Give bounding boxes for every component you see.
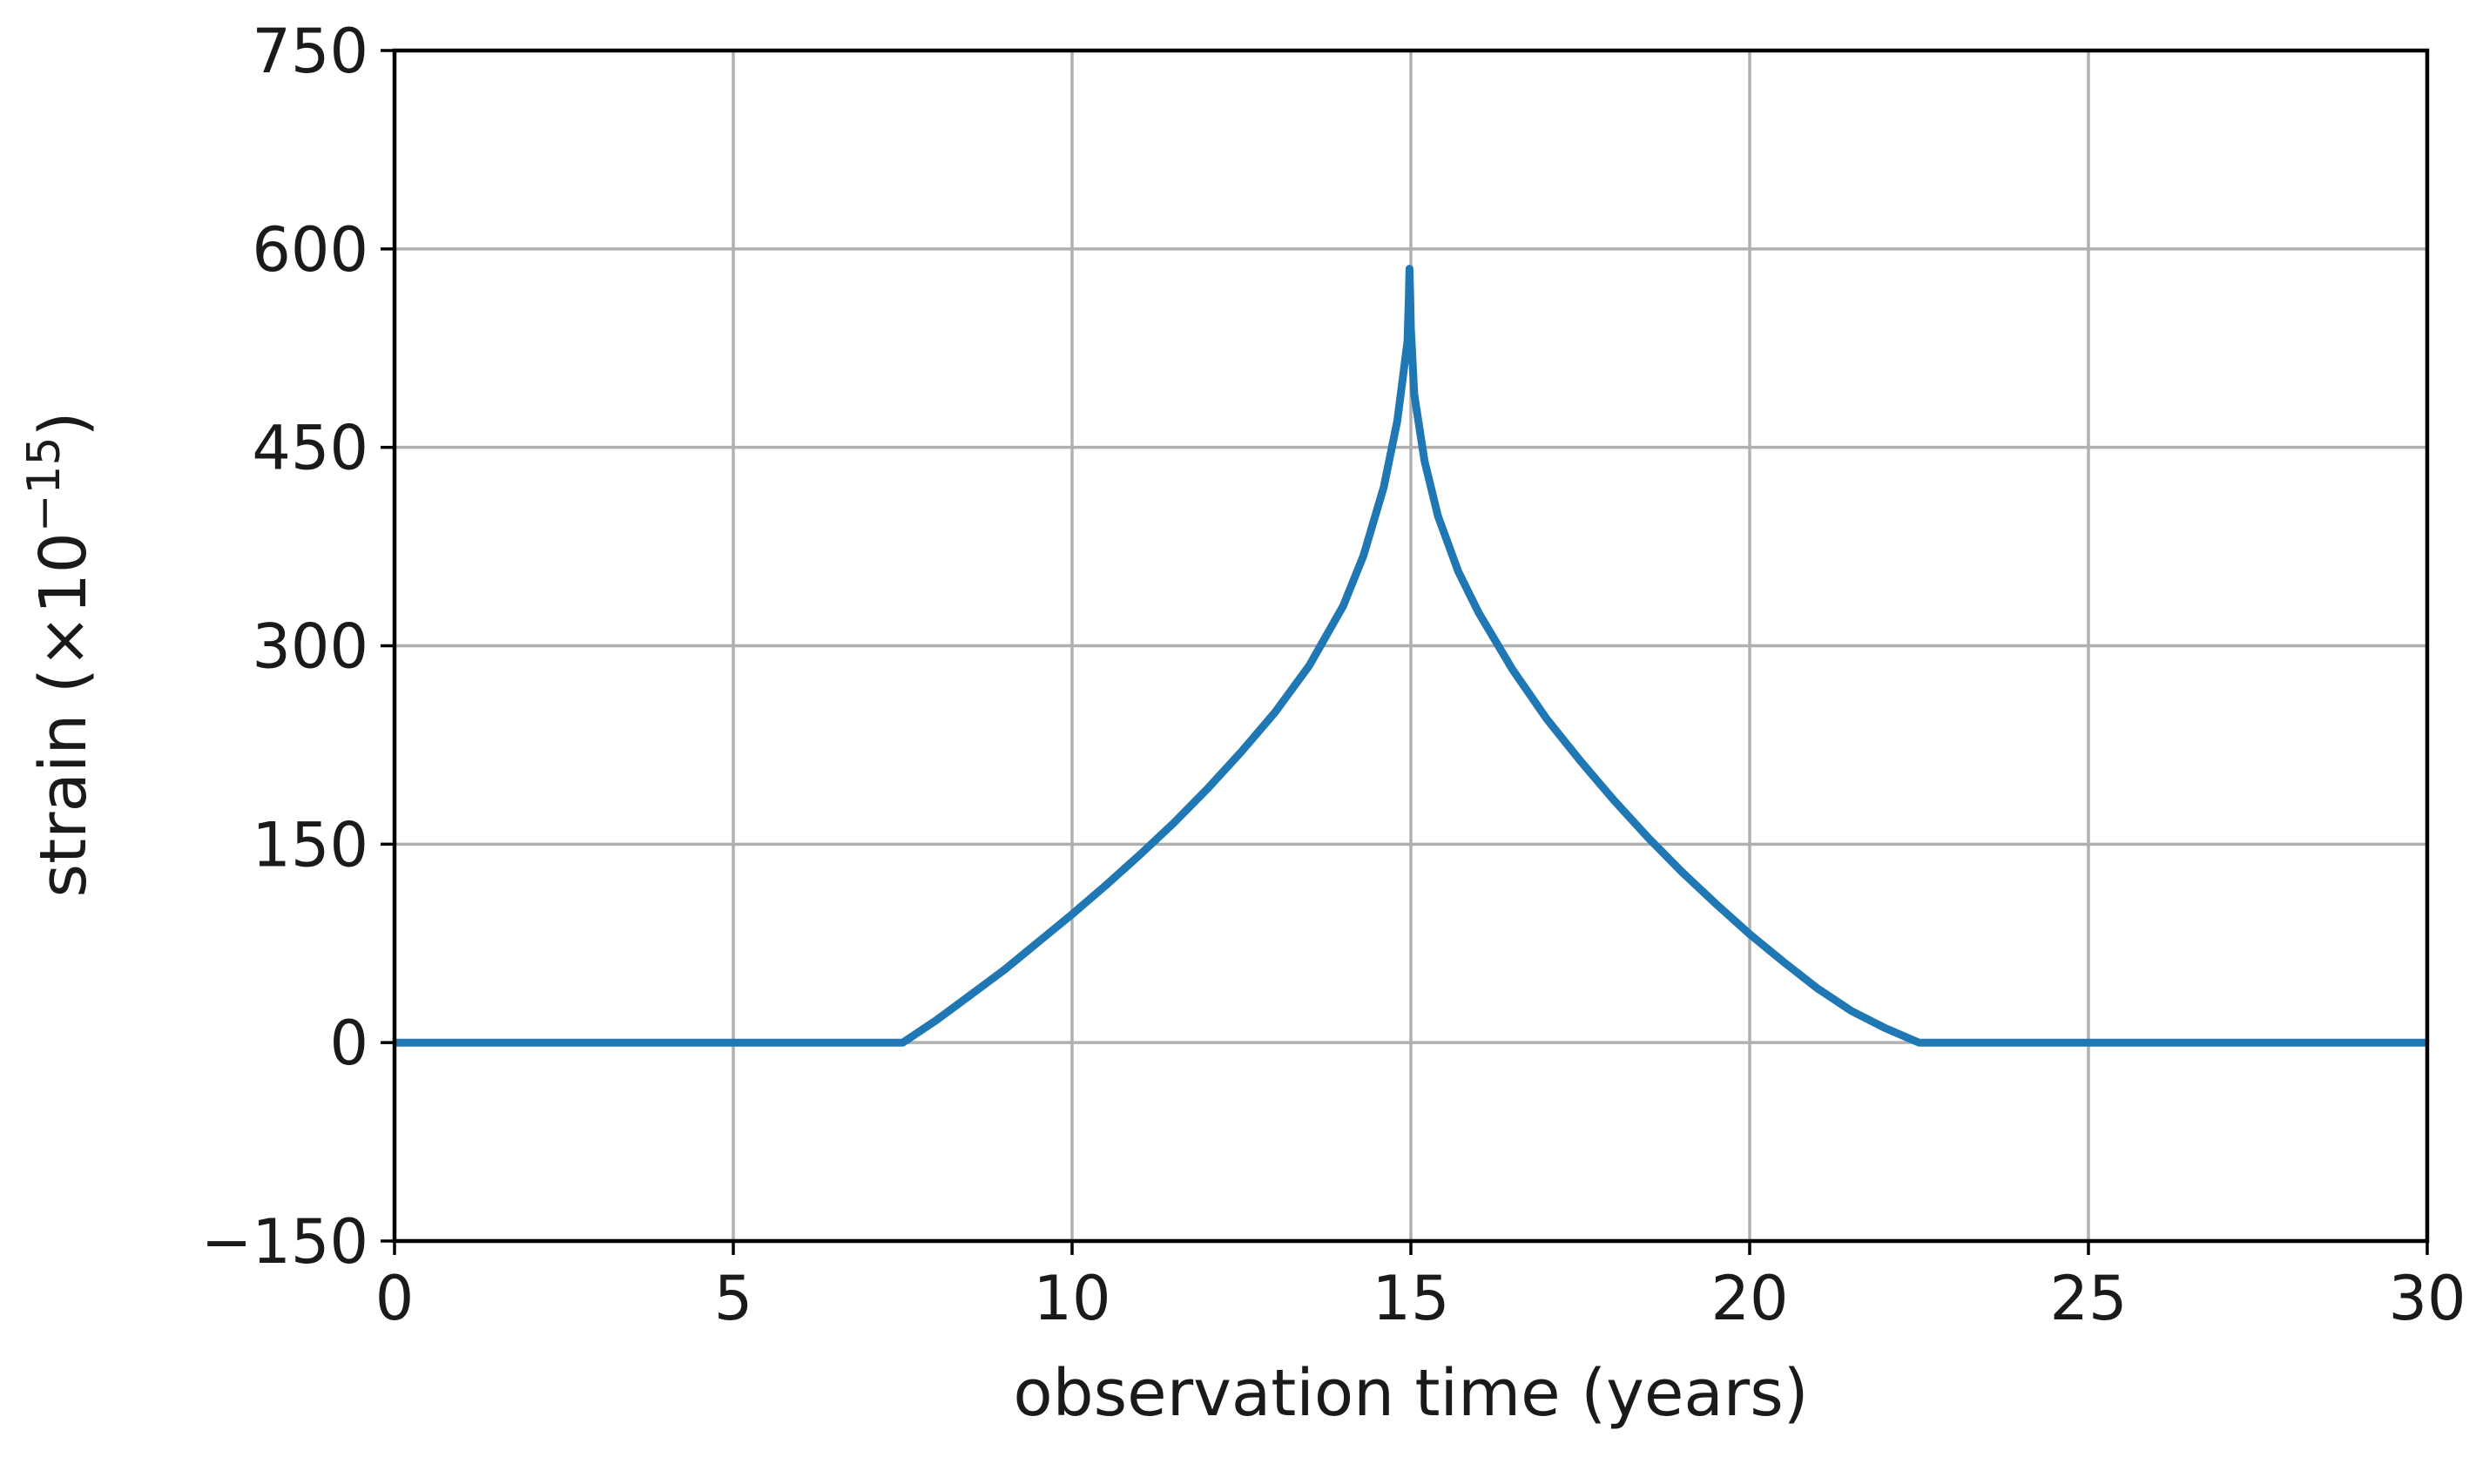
strain-series-line	[395, 265, 2427, 1047]
grid-lines	[393, 49, 2429, 1243]
x-tick-label: 25	[2049, 1263, 2127, 1334]
x-tick-label: 0	[375, 1263, 415, 1334]
y-axis-ticks: −150 0 150 300 450 600 750	[201, 16, 395, 1278]
y-tick-label: 750	[252, 16, 368, 87]
y-tick-label: 300	[252, 611, 368, 683]
x-tick-label: 10	[1033, 1263, 1110, 1334]
x-tick-label: 5	[714, 1263, 753, 1334]
x-tick-label: 15	[1372, 1263, 1449, 1334]
x-axis-ticks: 0 5 10 15 20 25 30	[375, 1241, 2466, 1334]
y-tick-label: 450	[252, 413, 368, 484]
x-tick-label: 20	[1710, 1263, 1788, 1334]
y-tick-label: 0	[329, 1008, 368, 1079]
x-tick-label: 30	[2388, 1263, 2466, 1334]
plot-frame	[392, 48, 2430, 1244]
y-axis-label: strain (×10−15)	[18, 412, 101, 898]
y-tick-label: 150	[252, 809, 368, 880]
plot-series	[395, 265, 2427, 1047]
y-tick-label: −150	[201, 1206, 368, 1278]
y-tick-label: 600	[252, 214, 368, 286]
x-axis-label: observation time (years)	[1013, 1356, 1808, 1431]
